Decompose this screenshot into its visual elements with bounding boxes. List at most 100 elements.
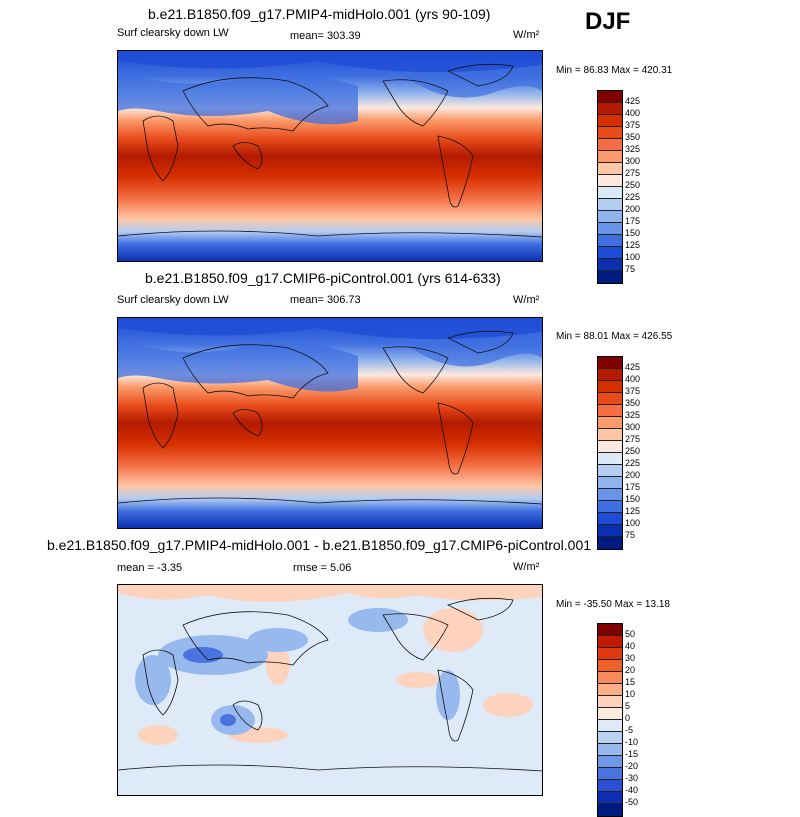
colorbar-swatch [598, 271, 622, 283]
colorbar-swatch [598, 756, 622, 768]
colorbar-label: 400 [625, 374, 641, 384]
colorbar-label: -5 [625, 725, 634, 735]
colorbar-swatch [598, 357, 622, 369]
panel-3-mean: mean = -3.35 [117, 562, 183, 574]
colorbar-label: 75 [625, 530, 636, 540]
colorbar-swatch [598, 744, 622, 756]
panel-1-mean: mean= 303.39 [290, 30, 361, 42]
colorbar-label: 175 [625, 482, 641, 492]
colorbar-swatch [598, 708, 622, 720]
panel-1-colorbar-labels: 425 400 375 350 325 300 275 250 225 200 175 150 125 1… [625, 90, 665, 274]
colorbar-label: 425 [625, 362, 641, 372]
colorbar-label: 275 [625, 434, 641, 444]
colorbar-label: 175 [625, 216, 641, 226]
panel-2-map-plot [118, 318, 542, 528]
colorbar-label: 250 [625, 446, 641, 456]
colorbar-swatch [598, 537, 622, 549]
panel-1-minmax: Min = 86.83 Max = 420.31 [556, 65, 673, 76]
colorbar-swatch [598, 199, 622, 211]
colorbar-label: 300 [625, 422, 641, 432]
colorbar-swatch [598, 103, 622, 115]
colorbar-swatch [598, 792, 622, 804]
colorbar-swatch [598, 804, 622, 816]
colorbar-swatch [598, 636, 622, 648]
panel-2-units: W/m² [513, 294, 540, 306]
colorbar-label: 225 [625, 458, 641, 468]
colorbar-swatch [598, 175, 622, 187]
colorbar-swatch [598, 235, 622, 247]
panel-2-variable: Surf clearsky down LW [117, 294, 229, 306]
colorbar-label: 200 [625, 204, 641, 214]
colorbar-label: 30 [625, 653, 636, 663]
colorbar-label: -40 [625, 785, 639, 795]
colorbar-swatch [598, 405, 622, 417]
colorbar-label: 40 [625, 641, 636, 651]
colorbar-label: 150 [625, 494, 641, 504]
colorbar-label: -10 [625, 737, 639, 747]
colorbar-swatch [598, 429, 622, 441]
colorbar-label: 125 [625, 240, 641, 250]
panel-3-map [117, 584, 543, 796]
colorbar-swatch [598, 624, 622, 636]
panel-2-minmax: Min = 88.01 Max = 426.55 [556, 331, 673, 342]
colorbar-swatch [598, 684, 622, 696]
colorbar-swatch [598, 441, 622, 453]
colorbar-label: 325 [625, 144, 641, 154]
colorbar-label: 5 [625, 701, 631, 711]
colorbar-swatch [598, 369, 622, 381]
colorbar-label: 375 [625, 386, 641, 396]
colorbar-swatch [598, 489, 622, 501]
colorbar-label: 350 [625, 132, 641, 142]
colorbar-label: 400 [625, 108, 641, 118]
panel-3-colorbar [597, 623, 623, 817]
season-label: DJF [585, 8, 631, 35]
colorbar-label: 425 [625, 96, 641, 106]
colorbar-label: 375 [625, 120, 641, 130]
colorbar-label: 50 [625, 629, 636, 639]
colorbar-label: 275 [625, 168, 641, 178]
colorbar-swatch [598, 501, 622, 513]
panel-2-mean: mean= 306.73 [290, 294, 361, 306]
colorbar-swatch [598, 525, 622, 537]
colorbar-label: 10 [625, 689, 636, 699]
colorbar-swatch [598, 91, 622, 103]
colorbar-swatch [598, 381, 622, 393]
colorbar-label: 100 [625, 518, 641, 528]
colorbar-label: -30 [625, 773, 639, 783]
panel-3-map-plot [118, 585, 542, 795]
colorbar-swatch [598, 513, 622, 525]
colorbar-swatch [598, 151, 622, 163]
colorbar-label: -50 [625, 797, 639, 807]
panel-3-minmax: Min = -35.50 Max = 13.18 [556, 599, 670, 610]
colorbar-swatch [598, 780, 622, 792]
colorbar-label: -20 [625, 761, 639, 771]
colorbar-swatch [598, 211, 622, 223]
colorbar-swatch [598, 127, 622, 139]
colorbar-label: 300 [625, 156, 641, 166]
colorbar-label: 350 [625, 398, 641, 408]
colorbar-swatch [598, 259, 622, 271]
colorbar-label: 150 [625, 228, 641, 238]
panel-1-map [117, 50, 543, 262]
colorbar-swatch [598, 453, 622, 465]
panel-1-colorbar [597, 90, 623, 284]
panel-3-rmse: rmse = 5.06 [293, 562, 352, 574]
colorbar-label: 325 [625, 410, 641, 420]
colorbar-swatch [598, 768, 622, 780]
colorbar-swatch [598, 648, 622, 660]
panel-2-colorbar-labels: 425 400 375 350 325 300 275 250 225 200 175 150 125 1… [625, 356, 665, 540]
colorbar-swatch [598, 417, 622, 429]
panel-2-colorbar [597, 356, 623, 550]
colorbar-label: 75 [625, 264, 636, 274]
colorbar-swatch [598, 223, 622, 235]
colorbar-swatch [598, 163, 622, 175]
colorbar-swatch [598, 393, 622, 405]
panel-3-colorbar-labels: 50 40 30 20 15 10 5 0 -5 -10 -15 -20 -30 -40 -50 [625, 623, 665, 807]
panel-1-title: b.e21.B1850.f09_g17.PMIP4-midHolo.001 (y… [148, 6, 491, 22]
colorbar-label: 200 [625, 470, 641, 480]
panel-1-units: W/m² [513, 29, 540, 41]
panel-3-units: W/m² [513, 561, 540, 573]
colorbar-label: -15 [625, 749, 639, 759]
colorbar-swatch [598, 696, 622, 708]
panel-1-map-plot [118, 51, 542, 261]
